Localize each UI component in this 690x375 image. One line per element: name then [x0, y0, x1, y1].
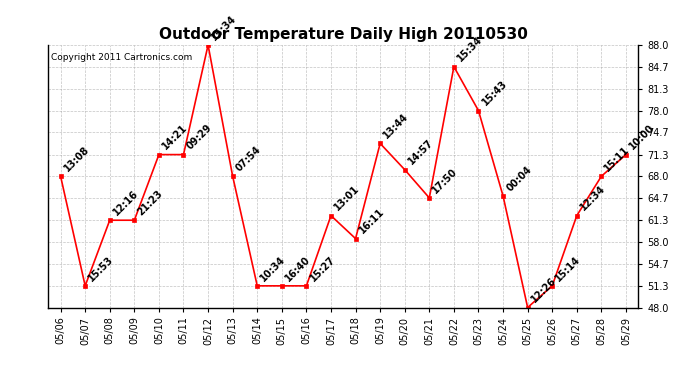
Text: 21:23: 21:23 — [136, 189, 165, 218]
Text: 12:16: 12:16 — [111, 189, 140, 218]
Text: 15:27: 15:27 — [308, 254, 337, 283]
Text: 14:21: 14:21 — [160, 123, 189, 152]
Text: 13:44: 13:44 — [382, 112, 411, 141]
Text: 15:11: 15:11 — [603, 144, 632, 174]
Text: Copyright 2011 Cartronics.com: Copyright 2011 Cartronics.com — [51, 53, 193, 62]
Text: 12:26: 12:26 — [529, 276, 558, 305]
Text: 12:34: 12:34 — [578, 184, 607, 213]
Title: Outdoor Temperature Daily High 20110530: Outdoor Temperature Daily High 20110530 — [159, 27, 528, 42]
Text: 10:00: 10:00 — [627, 123, 656, 152]
Text: 15:34: 15:34 — [455, 35, 484, 64]
Text: 09:29: 09:29 — [185, 123, 214, 152]
Text: 15:43: 15:43 — [480, 79, 509, 108]
Text: 13:08: 13:08 — [62, 144, 91, 174]
Text: 15:53: 15:53 — [86, 254, 115, 283]
Text: 07:54: 07:54 — [234, 144, 263, 174]
Text: 10:34: 10:34 — [259, 254, 288, 283]
Text: 00:04: 00:04 — [504, 164, 533, 193]
Text: 15:14: 15:14 — [553, 254, 582, 283]
Text: 15:34: 15:34 — [210, 13, 239, 42]
Text: 16:11: 16:11 — [357, 207, 386, 236]
Text: 17:50: 17:50 — [431, 166, 460, 195]
Text: 14:57: 14:57 — [406, 138, 435, 167]
Text: 16:40: 16:40 — [283, 254, 312, 283]
Text: 13:01: 13:01 — [333, 184, 362, 213]
